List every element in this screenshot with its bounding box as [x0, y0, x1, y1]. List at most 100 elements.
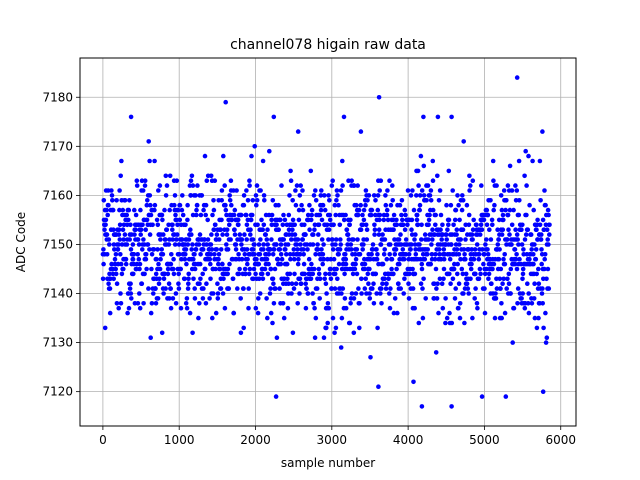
data-point	[227, 222, 232, 228]
data-point	[435, 173, 440, 179]
data-point	[436, 247, 442, 252]
data-point	[372, 222, 377, 228]
data-point	[266, 252, 272, 257]
data-point	[319, 247, 324, 252]
data-point	[357, 252, 363, 257]
data-point	[228, 178, 234, 183]
data-point	[211, 207, 217, 213]
data-point	[226, 286, 232, 291]
data-point	[211, 227, 217, 232]
data-point	[116, 305, 121, 311]
outlier-point	[376, 384, 381, 390]
data-point	[153, 301, 159, 306]
data-point	[294, 242, 300, 247]
data-point	[292, 222, 298, 228]
data-point	[437, 188, 443, 193]
data-point	[455, 271, 460, 277]
data-point	[143, 227, 148, 232]
data-point	[405, 188, 411, 193]
data-point	[486, 276, 491, 282]
data-point	[343, 261, 349, 267]
data-point	[430, 237, 435, 242]
data-point	[155, 296, 161, 301]
data-point	[340, 183, 345, 188]
data-point	[160, 217, 165, 223]
data-point	[373, 198, 378, 203]
data-point	[463, 237, 468, 242]
data-point	[500, 281, 505, 287]
data-point	[249, 153, 254, 159]
data-point	[496, 237, 502, 242]
x-tick-label: 5000	[469, 433, 500, 447]
data-point	[173, 291, 179, 296]
data-point	[502, 252, 508, 257]
data-point	[311, 193, 317, 198]
data-point	[413, 252, 419, 257]
data-point	[136, 242, 142, 247]
data-point	[403, 252, 409, 257]
data-point	[390, 217, 396, 223]
data-point	[384, 212, 390, 218]
data-point	[434, 296, 440, 301]
data-point	[509, 222, 515, 228]
data-point	[323, 271, 328, 277]
data-point	[343, 252, 348, 257]
data-point	[108, 276, 113, 282]
data-point	[242, 232, 247, 237]
data-point	[140, 188, 146, 193]
data-point	[278, 261, 284, 267]
data-point	[133, 212, 139, 218]
x-tick-label: 2000	[240, 433, 271, 447]
data-point	[361, 217, 367, 223]
data-point	[307, 227, 312, 232]
data-point	[330, 237, 335, 242]
data-point	[451, 222, 456, 228]
x-tick-label: 0	[99, 433, 107, 447]
data-point	[227, 193, 232, 198]
data-point	[159, 330, 165, 336]
data-point	[183, 222, 188, 228]
data-point	[166, 222, 171, 228]
data-point	[358, 227, 364, 232]
data-point	[243, 271, 248, 277]
data-point	[336, 261, 342, 267]
data-point	[544, 227, 550, 232]
data-point	[418, 153, 424, 159]
data-point	[425, 183, 431, 188]
data-point	[323, 281, 329, 287]
data-point	[147, 232, 153, 237]
data-point	[188, 227, 193, 232]
data-point	[141, 237, 146, 242]
data-point	[429, 242, 434, 247]
data-point	[139, 281, 145, 287]
data-point	[312, 227, 317, 232]
data-point	[186, 276, 191, 282]
data-point	[173, 301, 179, 306]
data-point	[302, 271, 307, 277]
data-point	[378, 178, 384, 183]
data-point	[530, 158, 535, 164]
data-point	[377, 212, 383, 218]
outlier-point	[419, 404, 425, 409]
data-point	[432, 256, 438, 262]
data-point	[260, 276, 266, 282]
data-point	[156, 261, 161, 267]
data-point	[326, 305, 332, 311]
data-point	[354, 247, 360, 252]
data-point	[154, 217, 160, 223]
data-point	[114, 281, 120, 287]
outlier-point	[449, 404, 454, 409]
data-point	[112, 256, 118, 262]
data-point	[197, 261, 203, 267]
data-point	[383, 202, 389, 208]
data-point	[543, 310, 548, 316]
data-point	[172, 202, 177, 208]
data-point	[184, 296, 190, 301]
data-point	[235, 286, 240, 291]
data-point	[238, 330, 244, 336]
data-point	[337, 222, 343, 228]
data-point	[137, 261, 143, 267]
data-point	[225, 266, 231, 272]
data-point	[149, 301, 155, 306]
data-point	[438, 227, 443, 232]
